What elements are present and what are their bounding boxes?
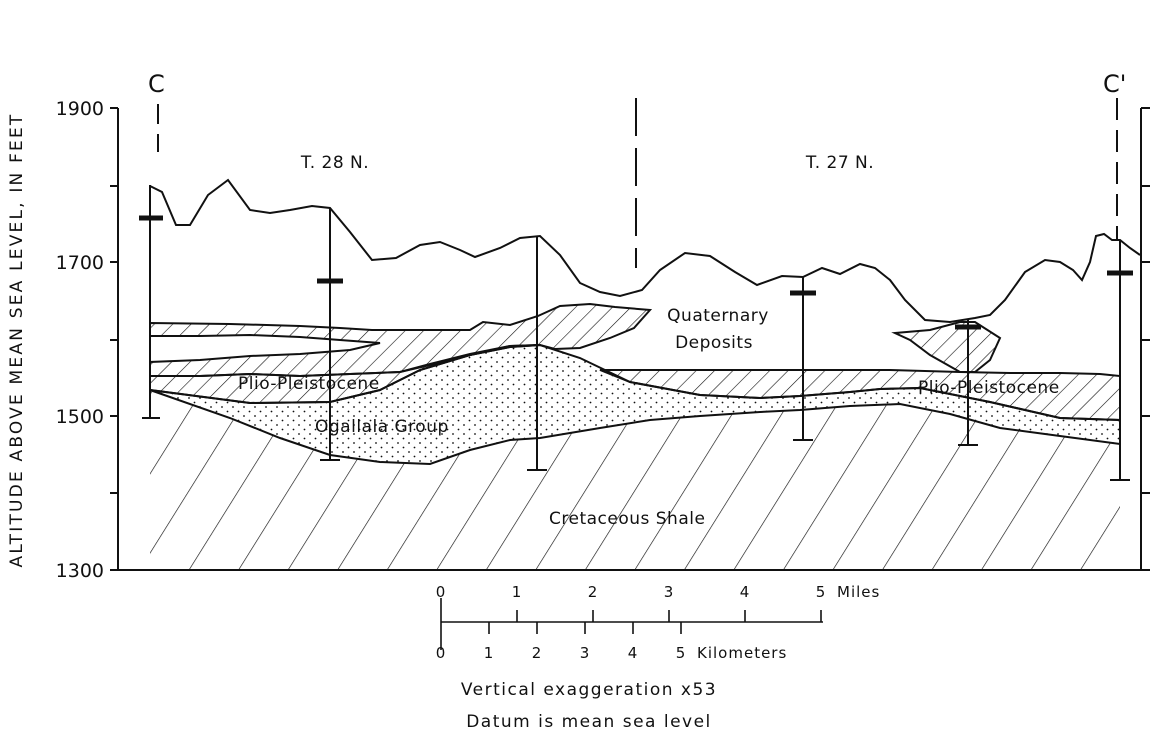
quaternary-deposits-unit bbox=[149, 302, 653, 378]
scale-unit-km: Kilometers bbox=[697, 644, 787, 662]
land-surface-profile bbox=[149, 178, 1141, 324]
unit-label-cretaceous-shale: Cretaceous Shale bbox=[549, 509, 705, 529]
scale-tick-label: 3 bbox=[580, 644, 591, 662]
y-axis-label: ALTITUDE ABOVE MEAN SEA LEVEL, IN FEET bbox=[7, 112, 27, 567]
section-lines bbox=[157, 98, 1118, 268]
township-label-27n: T. 27 N. bbox=[805, 153, 874, 173]
quaternary-deposits-unit-right bbox=[891, 321, 1002, 373]
scale-tick-label: 2 bbox=[532, 644, 543, 662]
y-tick-label: 1900 bbox=[56, 98, 104, 120]
scale-tick-label: 1 bbox=[484, 644, 495, 662]
scale-tick-label: 5 bbox=[676, 644, 687, 662]
cretaceous-shale-unit bbox=[150, 390, 1120, 570]
y-axis-left bbox=[110, 107, 119, 571]
scale-tick-label: 4 bbox=[628, 644, 639, 662]
scale-tick-label: 5 bbox=[816, 583, 827, 601]
unit-label-ogallala: Ogallala Group bbox=[315, 417, 449, 437]
y-tick-label: 1300 bbox=[56, 560, 104, 582]
y-axis-right bbox=[1140, 107, 1150, 571]
y-tick-label: 1500 bbox=[56, 406, 104, 428]
scale-tick-label: 3 bbox=[664, 583, 675, 601]
scale-tick-label: 4 bbox=[740, 583, 751, 601]
unit-label-plio-pleistocene-left: Plio-Pleistocene bbox=[238, 374, 380, 394]
unit-label-plio-pleistocene-right: Plio-Pleistocene bbox=[918, 378, 1060, 398]
unit-label-quaternary: Quaternary bbox=[667, 306, 769, 326]
unit-label-deposits: Deposits bbox=[675, 333, 753, 353]
section-end-label: C' bbox=[1103, 70, 1126, 98]
scale-tick-label: 0 bbox=[436, 583, 447, 601]
caption-vertical-exaggeration: Vertical exaggeration x53 bbox=[461, 680, 717, 700]
township-label-28n: T. 28 N. bbox=[300, 153, 369, 173]
section-start-label: C bbox=[148, 70, 165, 98]
scale-tick-label: 1 bbox=[512, 583, 523, 601]
scale-tick-label: 2 bbox=[588, 583, 599, 601]
scale-unit-miles: Miles bbox=[837, 583, 880, 601]
scale-bar-km: 0 1 2 3 4 5 Kilometers bbox=[436, 622, 787, 662]
scale-tick-label: 0 bbox=[436, 644, 447, 662]
scale-bar-miles: 0 1 2 3 4 5 Miles bbox=[436, 583, 880, 650]
well-bores bbox=[139, 185, 1133, 481]
y-tick-label: 1700 bbox=[56, 252, 104, 274]
caption-datum: Datum is mean sea level bbox=[466, 712, 712, 732]
